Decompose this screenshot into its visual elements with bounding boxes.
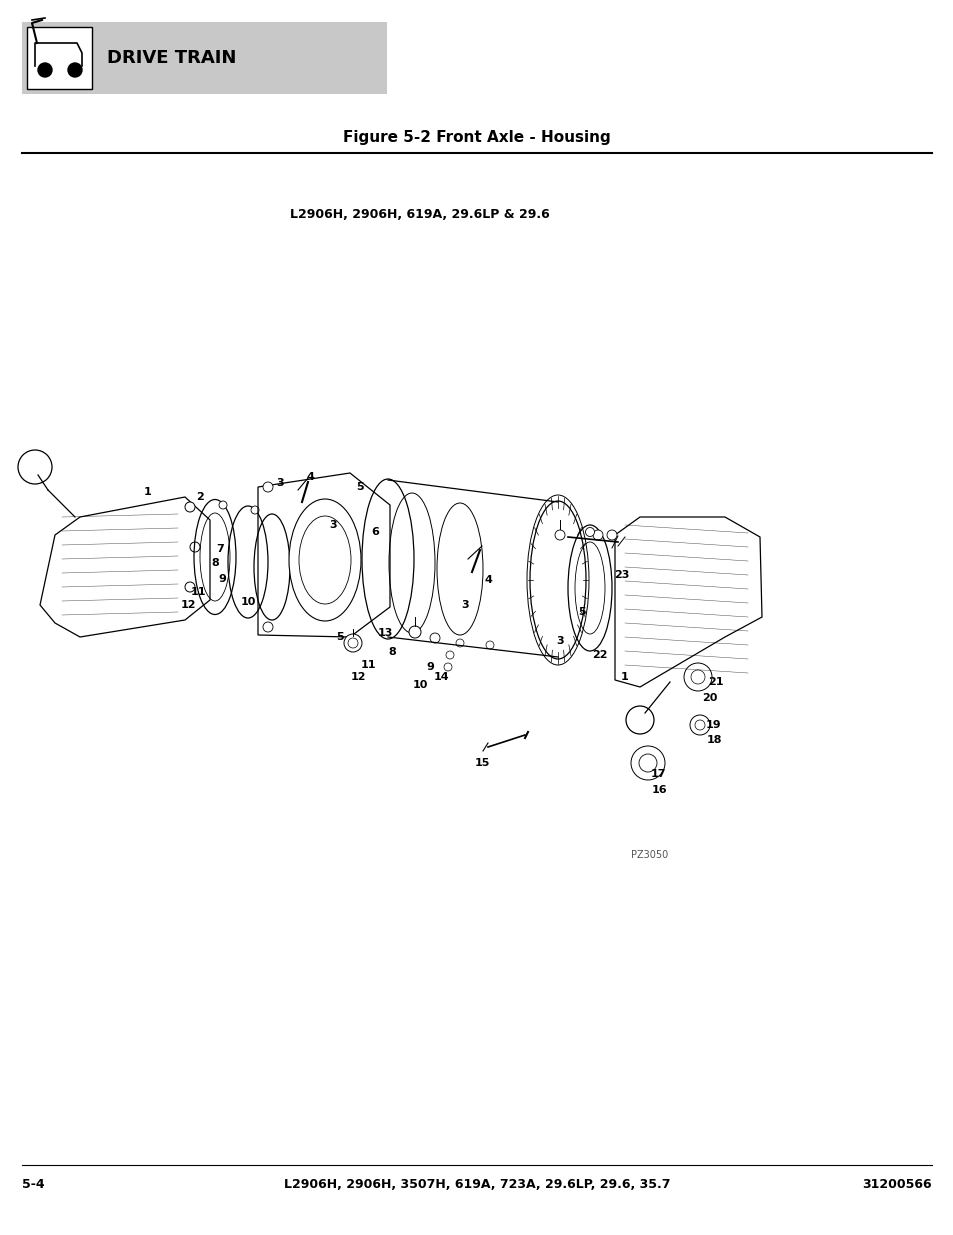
Circle shape: [585, 527, 594, 536]
Text: 9: 9: [426, 662, 434, 672]
Text: DRIVE TRAIN: DRIVE TRAIN: [107, 49, 236, 67]
Text: 19: 19: [705, 720, 721, 730]
Text: PZ3050: PZ3050: [631, 850, 668, 860]
Text: L2906H, 2906H, 3507H, 619A, 723A, 29.6LP, 29.6, 35.7: L2906H, 2906H, 3507H, 619A, 723A, 29.6LP…: [283, 1178, 670, 1192]
Text: 7: 7: [216, 543, 224, 555]
Text: 10: 10: [240, 597, 255, 606]
Text: 10: 10: [412, 680, 427, 690]
Circle shape: [456, 638, 463, 647]
Circle shape: [443, 663, 452, 671]
Text: 1: 1: [144, 487, 152, 496]
Circle shape: [263, 482, 273, 492]
Text: 6: 6: [371, 527, 378, 537]
Text: 8: 8: [388, 647, 395, 657]
Text: 18: 18: [705, 735, 721, 745]
Text: 20: 20: [701, 693, 717, 703]
Text: 14: 14: [434, 672, 450, 682]
Text: 11: 11: [360, 659, 375, 671]
Text: 21: 21: [707, 677, 723, 687]
Bar: [27, 27, 91, 89]
Text: 13: 13: [377, 629, 393, 638]
Text: L2906H, 2906H, 619A, 29.6LP & 29.6: L2906H, 2906H, 619A, 29.6LP & 29.6: [290, 209, 549, 221]
Text: 23: 23: [614, 571, 629, 580]
Circle shape: [630, 746, 664, 781]
Circle shape: [689, 715, 709, 735]
Circle shape: [38, 63, 52, 77]
Text: 12: 12: [180, 600, 195, 610]
Text: 5: 5: [335, 632, 343, 642]
Circle shape: [251, 506, 258, 514]
Circle shape: [185, 501, 194, 513]
Circle shape: [263, 622, 273, 632]
Text: 15: 15: [474, 758, 489, 768]
Text: 16: 16: [652, 785, 667, 795]
Text: 31200566: 31200566: [862, 1178, 931, 1192]
Bar: [22, 22, 387, 94]
Circle shape: [485, 641, 494, 650]
Text: 3: 3: [329, 520, 336, 530]
Text: 4: 4: [306, 472, 314, 482]
Text: 11: 11: [190, 587, 206, 597]
Text: 3: 3: [556, 636, 563, 646]
Circle shape: [190, 542, 200, 552]
Circle shape: [344, 634, 361, 652]
Text: 8: 8: [211, 558, 218, 568]
Circle shape: [683, 663, 711, 692]
Text: 5: 5: [578, 606, 585, 618]
Text: 1: 1: [620, 672, 628, 682]
Text: 4: 4: [483, 576, 492, 585]
Circle shape: [68, 63, 82, 77]
Ellipse shape: [289, 499, 360, 621]
Circle shape: [606, 530, 617, 540]
Text: 5-4: 5-4: [22, 1178, 45, 1192]
Text: 3: 3: [276, 478, 283, 488]
Text: 9: 9: [218, 574, 226, 584]
Circle shape: [593, 530, 602, 540]
Text: 2: 2: [196, 492, 204, 501]
Text: Figure 5-2 Front Axle - Housing: Figure 5-2 Front Axle - Housing: [343, 130, 610, 144]
Circle shape: [409, 626, 420, 638]
Text: 22: 22: [592, 650, 607, 659]
Text: 5: 5: [355, 482, 363, 492]
Circle shape: [185, 582, 194, 592]
Text: 12: 12: [350, 672, 365, 682]
Circle shape: [446, 651, 454, 659]
Text: 3: 3: [460, 600, 468, 610]
Circle shape: [219, 501, 227, 509]
Circle shape: [430, 634, 439, 643]
Circle shape: [555, 530, 564, 540]
Text: 17: 17: [650, 769, 665, 779]
